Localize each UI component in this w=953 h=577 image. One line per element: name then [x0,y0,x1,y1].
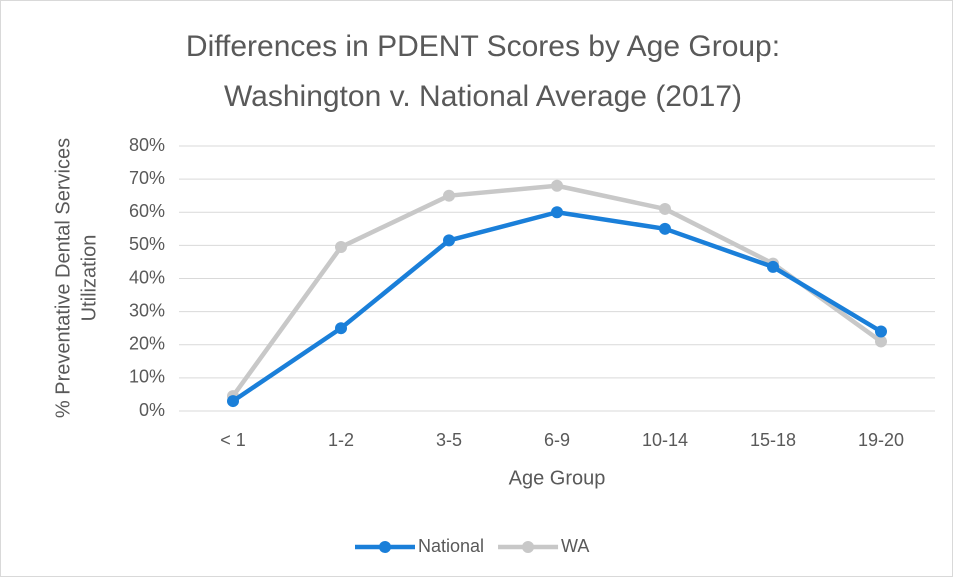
x-tick-label: 19-20 [858,430,904,450]
data-point [659,202,671,215]
y-axis-label: % Preventative Dental Services [52,138,74,418]
data-point [551,179,563,192]
x-tick-label: 15-18 [750,430,796,450]
y-tick-label: 10% [129,367,165,387]
legend-label: WA [561,536,589,556]
y-axis-label: Utilization [78,235,100,322]
x-axis-label: Age Group [509,467,606,489]
data-point [767,260,779,273]
data-point [335,322,347,335]
y-tick-label: 60% [129,201,165,221]
legend-marker [522,541,535,553]
data-point [227,395,239,408]
x-tick-label: 3-5 [436,430,462,450]
y-tick-label: 20% [129,334,165,354]
y-tick-label: 80% [129,135,165,155]
y-tick-label: 40% [129,267,165,287]
y-tick-label: 30% [129,300,165,320]
x-tick-label: < 1 [220,430,246,450]
legend-label: National [418,536,484,556]
data-point [443,234,455,247]
y-tick-label: 50% [129,234,165,254]
data-point [875,325,887,338]
chart-title: Differences in PDENT Scores by Age Group… [186,30,780,63]
x-tick-label: 6-9 [544,430,570,450]
chart-title: Washington v. National Average (2017) [224,80,742,113]
x-tick-label: 1-2 [328,430,354,450]
legend-marker [379,541,391,553]
data-point [443,189,455,202]
x-tick-label: 10-14 [642,430,688,450]
data-point [335,241,347,254]
y-tick-label: 0% [139,400,165,420]
y-tick-label: 70% [129,168,165,188]
data-point [659,222,671,235]
data-point [551,206,563,219]
data-point [875,335,887,348]
